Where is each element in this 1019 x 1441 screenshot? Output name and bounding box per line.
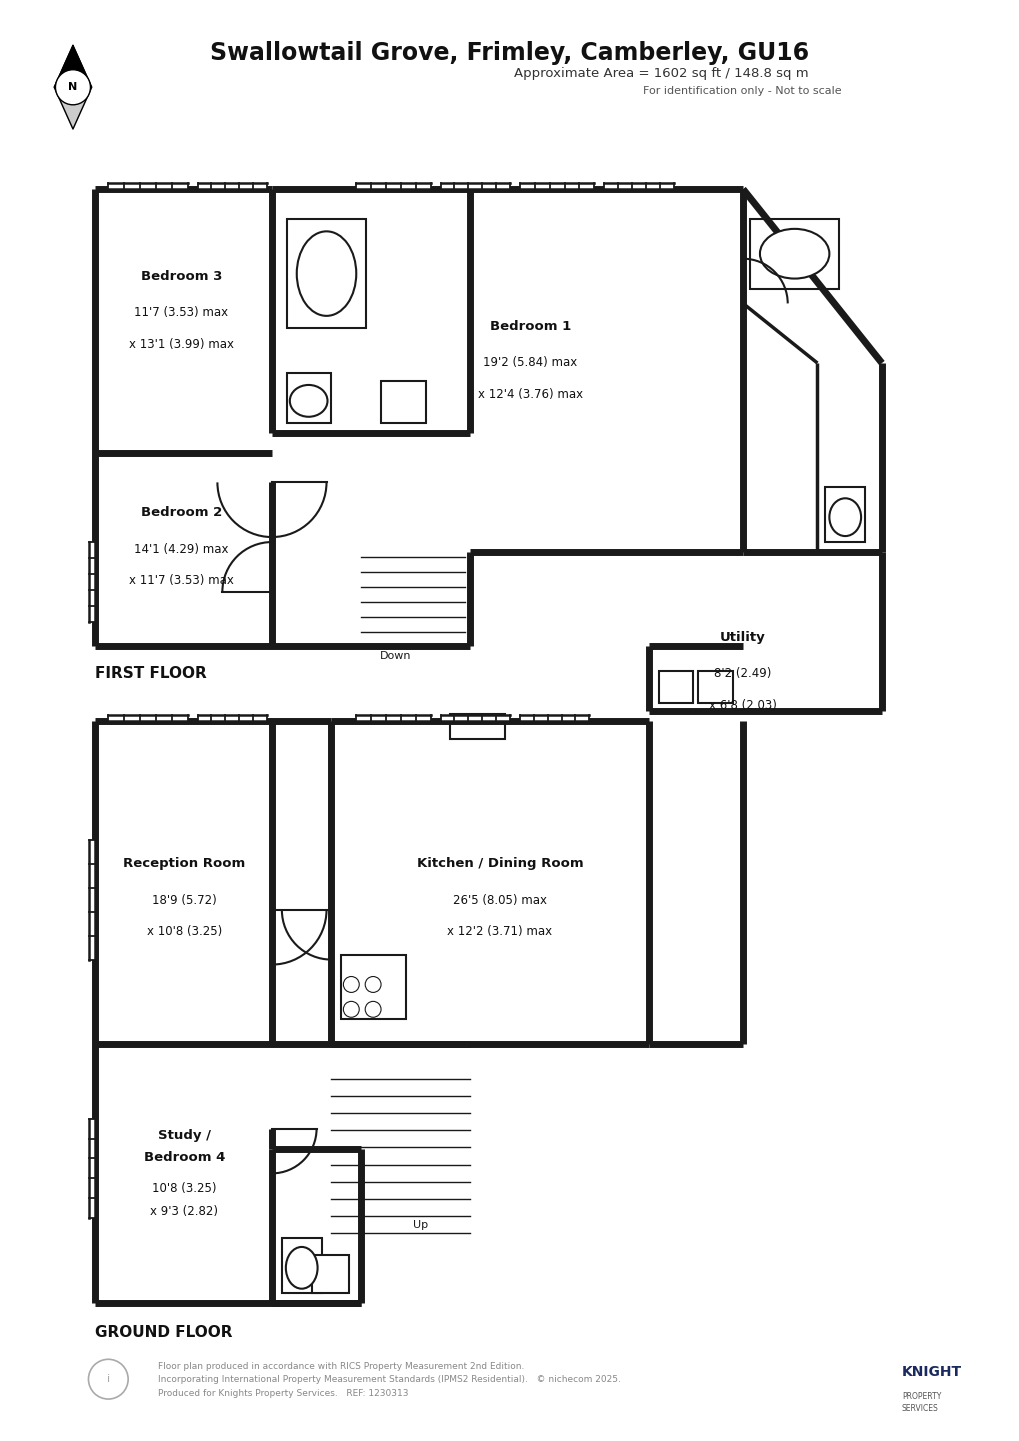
Bar xyxy=(312,1255,348,1293)
Polygon shape xyxy=(90,1118,96,1218)
Text: KNIGHT: KNIGHT xyxy=(901,1365,961,1379)
Text: x 11'7 (3.53) max: x 11'7 (3.53) max xyxy=(128,575,233,588)
Polygon shape xyxy=(108,183,187,189)
Bar xyxy=(286,219,366,329)
Polygon shape xyxy=(603,183,673,189)
Bar xyxy=(381,380,425,422)
Polygon shape xyxy=(90,840,96,960)
Text: Kitchen / Dining Room: Kitchen / Dining Room xyxy=(416,857,583,870)
Text: x 13'1 (3.99) max: x 13'1 (3.99) max xyxy=(128,339,233,352)
Text: Bedroom 2: Bedroom 2 xyxy=(141,506,221,519)
Circle shape xyxy=(365,977,381,993)
Bar xyxy=(450,715,504,739)
Text: Floor plan produced in accordance with RICS Property Measurement 2nd Edition.
In: Floor plan produced in accordance with R… xyxy=(158,1362,621,1398)
Polygon shape xyxy=(108,715,187,720)
Text: Down: Down xyxy=(380,651,412,661)
Polygon shape xyxy=(54,88,92,130)
Ellipse shape xyxy=(297,232,356,316)
Ellipse shape xyxy=(759,229,828,278)
Text: x 10'8 (3.25): x 10'8 (3.25) xyxy=(147,925,222,938)
Text: Bedroom 3: Bedroom 3 xyxy=(141,269,222,282)
Text: Study /: Study / xyxy=(158,1130,211,1143)
Polygon shape xyxy=(198,715,267,720)
Bar xyxy=(698,672,733,703)
Text: N: N xyxy=(68,82,77,92)
Text: x 12'2 (3.71) max: x 12'2 (3.71) max xyxy=(447,925,552,938)
Text: 26'5 (8.05) max: 26'5 (8.05) max xyxy=(452,893,546,906)
Text: 8'2 (2.49): 8'2 (2.49) xyxy=(713,667,770,680)
Text: 11'7 (3.53) max: 11'7 (3.53) max xyxy=(135,305,228,320)
Text: GROUND FLOOR: GROUND FLOOR xyxy=(96,1326,232,1340)
Text: Approximate Area = 1602 sq ft / 148.8 sq m: Approximate Area = 1602 sq ft / 148.8 sq… xyxy=(514,68,808,81)
Bar xyxy=(824,487,864,542)
Text: Up: Up xyxy=(413,1221,428,1231)
Text: PROPERTY
SERVICES: PROPERTY SERVICES xyxy=(901,1392,941,1412)
Bar xyxy=(281,1238,321,1293)
Polygon shape xyxy=(90,542,96,621)
Circle shape xyxy=(365,1001,381,1017)
Text: Swallowtail Grove, Frimley, Camberley, GU16: Swallowtail Grove, Frimley, Camberley, G… xyxy=(210,42,809,65)
Text: Reception Room: Reception Room xyxy=(123,857,246,870)
Text: x 6'8 (2.03): x 6'8 (2.03) xyxy=(708,699,775,712)
Text: 10'8 (3.25): 10'8 (3.25) xyxy=(152,1182,216,1195)
Ellipse shape xyxy=(285,1246,317,1288)
Bar xyxy=(749,219,839,288)
Text: For identification only - Not to scale: For identification only - Not to scale xyxy=(643,86,841,97)
Polygon shape xyxy=(520,715,589,720)
Circle shape xyxy=(343,977,359,993)
Text: 18'9 (5.72): 18'9 (5.72) xyxy=(152,893,216,906)
Bar xyxy=(658,672,693,703)
Bar xyxy=(286,373,331,422)
Bar xyxy=(341,954,406,1019)
Text: x 12'4 (3.76) max: x 12'4 (3.76) max xyxy=(477,388,582,401)
Text: 14'1 (4.29) max: 14'1 (4.29) max xyxy=(133,543,228,556)
Polygon shape xyxy=(356,183,430,189)
Circle shape xyxy=(55,69,91,105)
Polygon shape xyxy=(520,183,594,189)
Circle shape xyxy=(89,1359,128,1399)
Polygon shape xyxy=(54,46,92,88)
Text: Bedroom 1: Bedroom 1 xyxy=(489,320,571,333)
Text: Bedroom 4: Bedroom 4 xyxy=(144,1151,225,1164)
Text: i: i xyxy=(107,1375,110,1385)
Ellipse shape xyxy=(828,499,860,536)
Text: FIRST FLOOR: FIRST FLOOR xyxy=(96,666,207,682)
Circle shape xyxy=(343,1001,359,1017)
Text: 19'2 (5.84) max: 19'2 (5.84) max xyxy=(483,356,577,369)
Polygon shape xyxy=(356,715,430,720)
Text: x 9'3 (2.82): x 9'3 (2.82) xyxy=(150,1205,218,1218)
Polygon shape xyxy=(440,183,510,189)
Ellipse shape xyxy=(289,385,327,416)
Polygon shape xyxy=(440,715,510,720)
Polygon shape xyxy=(198,183,267,189)
Text: Utility: Utility xyxy=(719,631,765,644)
